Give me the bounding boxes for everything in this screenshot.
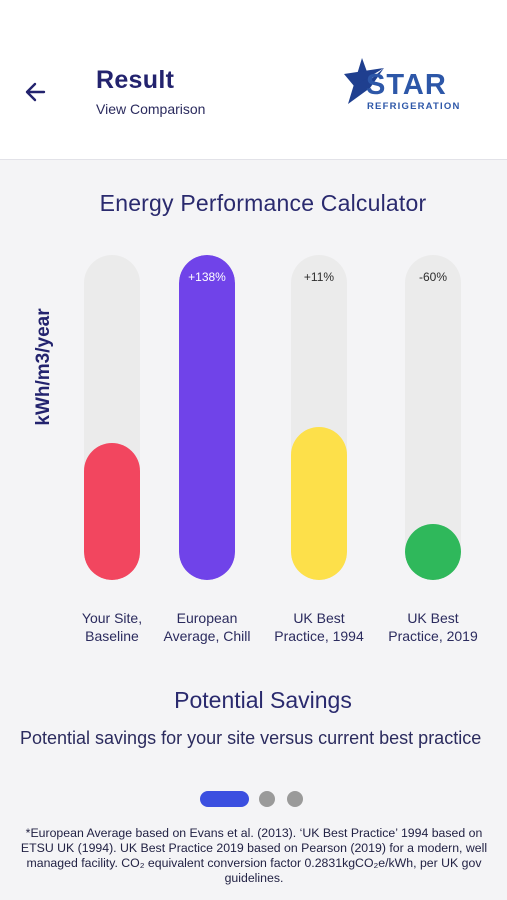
bar-track <box>291 255 347 580</box>
bar-category-label: UK Best Practice, 2019 <box>388 610 478 644</box>
logo-sub-text: REFRIGERATION <box>367 101 461 112</box>
star-refrigeration-logo: STAR REFRIGERATION <box>340 48 480 114</box>
logo-main-text: STAR <box>366 69 447 101</box>
bar-fill <box>179 255 235 580</box>
page-dot-3[interactable] <box>287 791 303 807</box>
savings-title: Potential Savings <box>174 687 352 713</box>
bar-track <box>84 255 140 580</box>
bar-column: +11% <box>291 255 347 580</box>
calculator-title: Energy Performance Calculator <box>99 190 427 216</box>
bar-category-label: European Average, Chill <box>163 610 251 644</box>
bar-track <box>179 255 235 580</box>
footnote: *European Average based on Evans et al. … <box>20 826 488 885</box>
bar-column: +138% <box>179 255 235 580</box>
page-dot-2[interactable] <box>259 791 275 807</box>
page-subtitle: View Comparison <box>96 101 206 117</box>
bar-percent-label: +138% <box>188 270 226 284</box>
bar-fill <box>405 524 461 580</box>
app-header: Result View Comparison STAR REFRIGERATIO… <box>0 0 507 160</box>
bar-category-label: UK Best Practice, 1994 <box>274 610 364 644</box>
page-dot-1[interactable] <box>200 791 249 807</box>
back-button[interactable] <box>20 76 52 108</box>
bar-column: -60% <box>405 255 461 580</box>
bar-column <box>84 255 140 580</box>
bar-fill <box>291 427 347 580</box>
bar-percent-label: +11% <box>303 270 335 284</box>
bar-percent-label: -60% <box>418 270 447 284</box>
arrow-left-icon <box>25 82 46 102</box>
bar-track <box>405 255 461 580</box>
page-title: Result <box>96 66 175 94</box>
savings-text: Potential savings for your site versus c… <box>20 728 482 748</box>
y-axis-label: kWh/m3/year <box>33 308 54 426</box>
bar-fill <box>84 443 140 580</box>
bar-category-label: Your Site, Baseline <box>81 610 143 644</box>
